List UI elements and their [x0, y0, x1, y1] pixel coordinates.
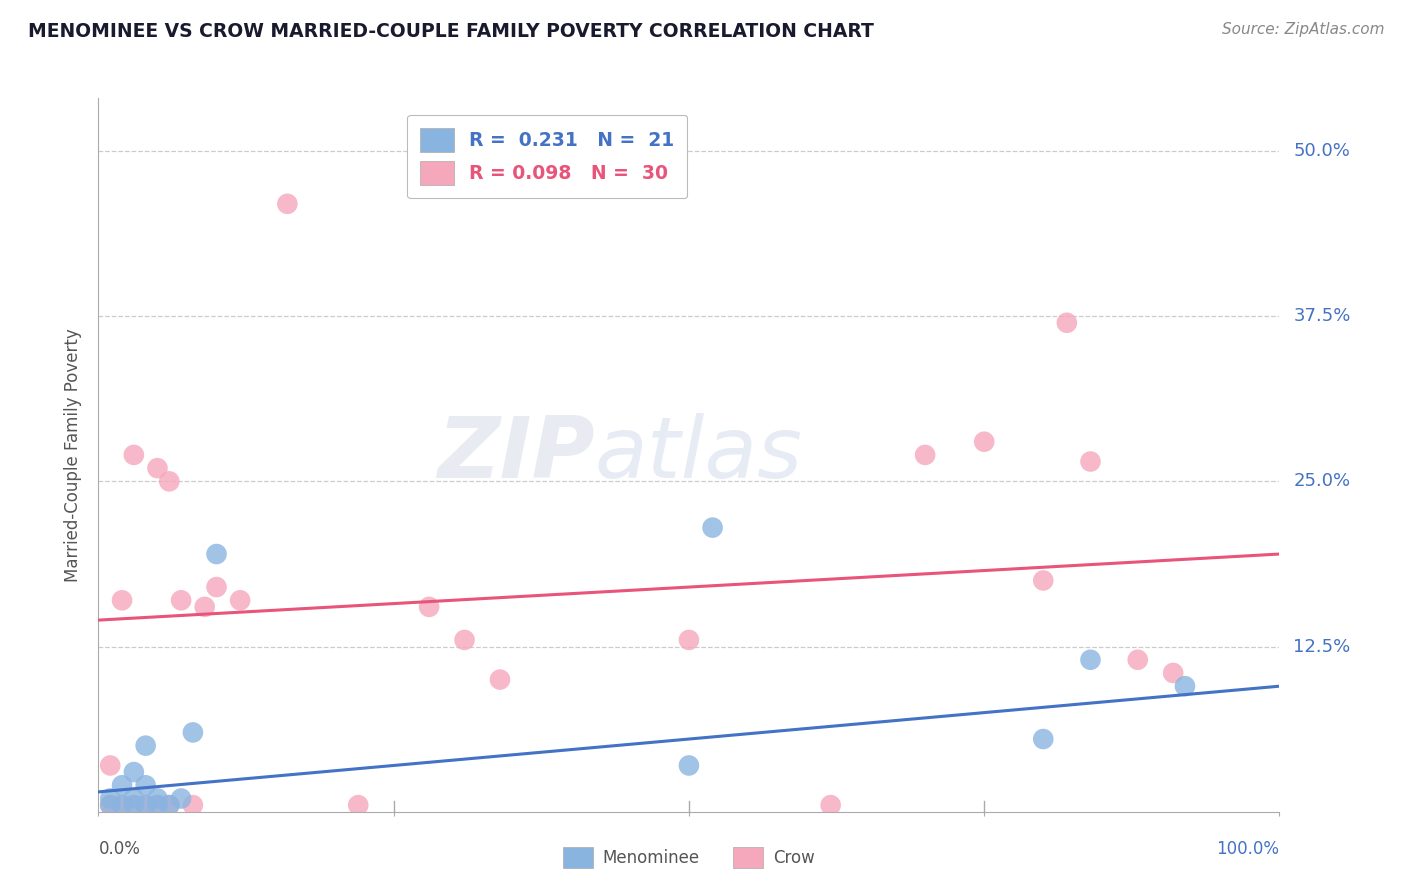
Point — [146, 798, 169, 813]
Point — [194, 599, 217, 614]
Point — [418, 599, 440, 614]
Point — [170, 593, 193, 607]
Point — [489, 673, 512, 687]
Point — [157, 798, 180, 813]
Point — [122, 765, 145, 780]
Point — [1032, 574, 1054, 588]
Point — [157, 475, 180, 489]
Point — [973, 434, 995, 449]
Point — [111, 798, 134, 813]
Point — [1126, 653, 1149, 667]
Point — [98, 798, 121, 813]
Text: 25.0%: 25.0% — [1294, 473, 1351, 491]
Point — [111, 778, 134, 792]
Point — [205, 580, 228, 594]
Point — [702, 520, 724, 534]
Point — [229, 593, 252, 607]
Point — [678, 632, 700, 647]
Point — [111, 798, 134, 813]
Point — [914, 448, 936, 462]
Point — [135, 739, 157, 753]
Point — [181, 725, 204, 739]
Point — [135, 778, 157, 792]
Text: 0.0%: 0.0% — [98, 840, 141, 858]
Point — [181, 798, 204, 813]
Point — [122, 448, 145, 462]
Text: 50.0%: 50.0% — [1294, 142, 1350, 160]
Point — [122, 791, 145, 805]
Point — [135, 798, 157, 813]
Legend: Menominee, Crow: Menominee, Crow — [557, 840, 821, 875]
Text: Source: ZipAtlas.com: Source: ZipAtlas.com — [1222, 22, 1385, 37]
Point — [98, 791, 121, 805]
Point — [122, 798, 145, 813]
Text: MENOMINEE VS CROW MARRIED-COUPLE FAMILY POVERTY CORRELATION CHART: MENOMINEE VS CROW MARRIED-COUPLE FAMILY … — [28, 22, 875, 41]
Text: 12.5%: 12.5% — [1294, 638, 1351, 656]
Point — [146, 461, 169, 475]
Text: ZIP: ZIP — [437, 413, 595, 497]
Point — [1032, 732, 1054, 747]
Point — [98, 798, 121, 813]
Point — [276, 197, 298, 211]
Point — [122, 798, 145, 813]
Point — [1174, 679, 1197, 693]
Point — [820, 798, 842, 813]
Point — [146, 791, 169, 805]
Point — [146, 798, 169, 813]
Point — [1080, 653, 1102, 667]
Point — [1161, 665, 1184, 680]
Point — [1056, 316, 1078, 330]
Point — [347, 798, 370, 813]
Point — [1080, 454, 1102, 468]
Point — [453, 632, 475, 647]
Point — [111, 593, 134, 607]
Text: 100.0%: 100.0% — [1216, 840, 1279, 858]
Y-axis label: Married-Couple Family Poverty: Married-Couple Family Poverty — [65, 328, 83, 582]
Point — [678, 758, 700, 772]
Text: 37.5%: 37.5% — [1294, 307, 1351, 326]
Text: atlas: atlas — [595, 413, 803, 497]
Point — [157, 798, 180, 813]
Point — [205, 547, 228, 561]
Point — [98, 758, 121, 772]
Point — [170, 791, 193, 805]
Point — [135, 798, 157, 813]
